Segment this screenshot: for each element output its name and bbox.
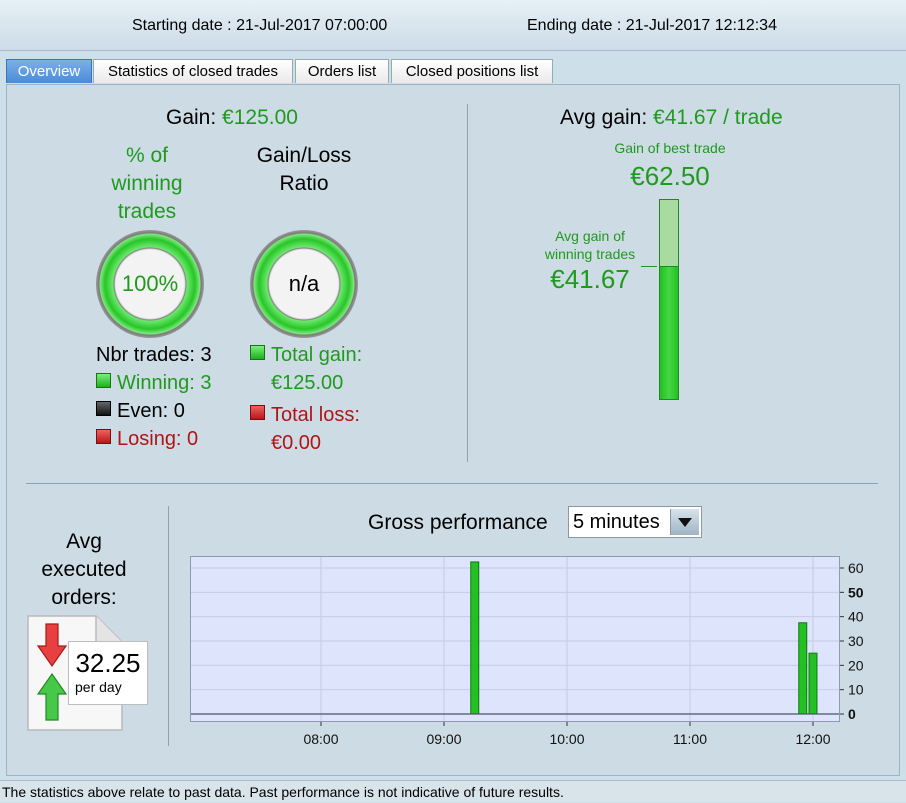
avg-gain-heading: Avg gain: €41.67 / trade xyxy=(560,106,783,130)
tab-overview[interactable]: Overview xyxy=(6,59,92,83)
starting-date: Starting date : 21-Jul-2017 07:00:00 xyxy=(132,17,388,34)
winning-pct-ring: 100% xyxy=(96,230,204,338)
date-range-header: Starting date : 21-Jul-2017 07:00:00 End… xyxy=(0,0,906,51)
gross-performance-chart: 0 10 20 30 40 50 60 08:00 09:00 10:00 11:00 12:00 xyxy=(190,556,864,747)
chart-y-tick-label: 50 xyxy=(848,584,864,600)
winning-pct-value: 100% xyxy=(121,271,179,296)
best-trade-label: Gain of best trade xyxy=(614,140,726,156)
chevron-down-icon[interactable] xyxy=(670,509,699,535)
chart-y-tick-label: 60 xyxy=(848,560,864,576)
gain-loss-ratio-title: Gain/Loss Ratio xyxy=(256,144,352,195)
total-loss-label: Total loss: xyxy=(271,404,360,426)
tab-statistics-closed-trades[interactable]: Statistics of closed trades xyxy=(93,59,293,83)
avg-orders-value: 32.25 xyxy=(75,648,141,678)
gain-label: Gain: xyxy=(166,106,217,129)
tab-orders-list[interactable]: Orders list xyxy=(295,59,389,83)
chart-y-tick-label: 40 xyxy=(848,609,864,625)
section-divider-horizontal xyxy=(26,483,878,484)
total-gain-value: €125.00 xyxy=(271,372,344,394)
chart-y-tick-label: 20 xyxy=(848,657,864,673)
best-trade-value: €62.50 xyxy=(630,161,710,191)
tab-closed-positions-list[interactable]: Closed positions list xyxy=(391,59,553,83)
totals: Total gain: €125.00 Total loss: €0.00 xyxy=(250,341,362,457)
avg-gain-label: Avg gain: xyxy=(560,106,648,129)
gain-loss-ratio-value: n/a xyxy=(288,271,320,296)
section-divider-vertical-bottom xyxy=(168,506,169,746)
avg-orders-unit: per day xyxy=(75,679,122,695)
avg-winning-label: Avg gain of winning trades xyxy=(544,228,636,262)
gain-bar-avg-segment xyxy=(659,266,679,400)
ending-date: Ending date : 21-Jul-2017 12:12:34 xyxy=(527,17,777,34)
gain-loss-ratio-ring: n/a xyxy=(250,230,358,338)
chart-y-tick-label: 0 xyxy=(848,706,856,722)
chart-y-tick-label: 30 xyxy=(848,633,864,649)
period-select-value: 5 minutes xyxy=(573,511,660,533)
total-loss-value: €0.00 xyxy=(271,432,322,454)
chart-x-tick-label: 11:00 xyxy=(673,731,707,747)
gain-bar xyxy=(659,199,679,400)
winning-pct-title: % of winning trades xyxy=(111,144,183,223)
gain-value: €125.00 xyxy=(222,106,298,129)
chart-y-tick-label: 10 xyxy=(848,682,864,698)
even-count: Even: 0 xyxy=(117,400,185,422)
chart-bar xyxy=(470,561,480,715)
total-gain-square-icon xyxy=(250,345,265,360)
chart-plot-area xyxy=(190,556,840,722)
period-select[interactable]: 5 minutes xyxy=(568,506,702,538)
chart-x-tick-label: 12:00 xyxy=(795,731,830,747)
avg-winning-value: €41.67 xyxy=(550,264,630,294)
avg-marker-arrow-icon xyxy=(641,266,657,267)
even-square-icon xyxy=(96,401,111,416)
winning-square-icon xyxy=(96,373,111,388)
chart-x-tick-label: 08:00 xyxy=(303,731,338,747)
nbr-trades: Nbr trades: 3 xyxy=(96,344,212,366)
chart-x-tick-label: 09:00 xyxy=(426,731,461,747)
disclaimer-footer: The statistics above relate to past data… xyxy=(0,780,906,802)
winning-count: Winning: 3 xyxy=(117,372,212,394)
avg-orders-title: Avg executed orders: xyxy=(41,530,127,609)
chart-bar xyxy=(808,652,818,715)
losing-square-icon xyxy=(96,429,111,444)
performance-label: Gross performance xyxy=(368,511,548,534)
avg-orders-badge: 32.25 per day xyxy=(68,641,148,705)
gain-bar-best-segment xyxy=(659,199,679,267)
chart-bar xyxy=(798,622,808,715)
total-gain-label: Total gain: xyxy=(271,344,363,366)
section-divider-vertical xyxy=(467,104,468,462)
losing-count: Losing: 0 xyxy=(117,428,199,450)
avg-gain-value: €41.67 / trade xyxy=(653,106,783,129)
total-loss-square-icon xyxy=(250,405,265,420)
chart-x-tick-label: 10:00 xyxy=(549,731,584,747)
gain-heading: Gain: €125.00 xyxy=(166,106,298,130)
trade-counts: Nbr trades: 3 Winning: 3 Even: 0 Losing:… xyxy=(96,341,212,453)
